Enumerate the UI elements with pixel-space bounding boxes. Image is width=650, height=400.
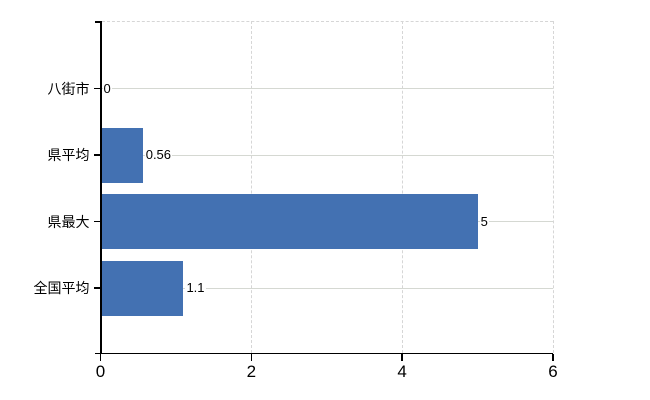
- plot-top-border: [101, 21, 553, 22]
- row-gridline: [101, 88, 553, 89]
- x-tick-label: 6: [548, 361, 558, 381]
- value-label: 5: [479, 213, 489, 230]
- x-tick-label: 0: [95, 361, 106, 381]
- gridline-x-4: [401, 21, 403, 353]
- category-tick: [93, 287, 100, 289]
- x-tick: [552, 353, 554, 361]
- category-tick: [93, 87, 100, 90]
- category-label: 県平均: [47, 147, 90, 163]
- gridline-x-6: [552, 21, 554, 353]
- value-label: 0.56: [144, 147, 173, 163]
- x-axis-line: [94, 352, 553, 354]
- bar: [101, 260, 184, 316]
- bar: [101, 194, 478, 249]
- row-gridline: [101, 287, 553, 289]
- bar: [101, 127, 143, 183]
- category-tick: [93, 220, 100, 223]
- y-axis-line: [100, 21, 102, 354]
- x-tick: [401, 353, 403, 361]
- x-tick: [99, 353, 102, 361]
- category-label: 県最大: [47, 213, 90, 230]
- y-axis-end-tick: [94, 21, 101, 23]
- row-gridline: [101, 154, 553, 156]
- category-label: 八街市: [47, 80, 90, 97]
- gridline-x-2: [250, 21, 252, 353]
- x-tick-label: 4: [397, 361, 407, 381]
- value-label: 1.1: [185, 280, 206, 296]
- value-label: 0: [102, 80, 112, 97]
- category-label: 全国平均: [33, 280, 90, 296]
- category-tick: [93, 154, 100, 156]
- x-tick-label: 2: [246, 361, 257, 381]
- x-tick: [250, 353, 253, 361]
